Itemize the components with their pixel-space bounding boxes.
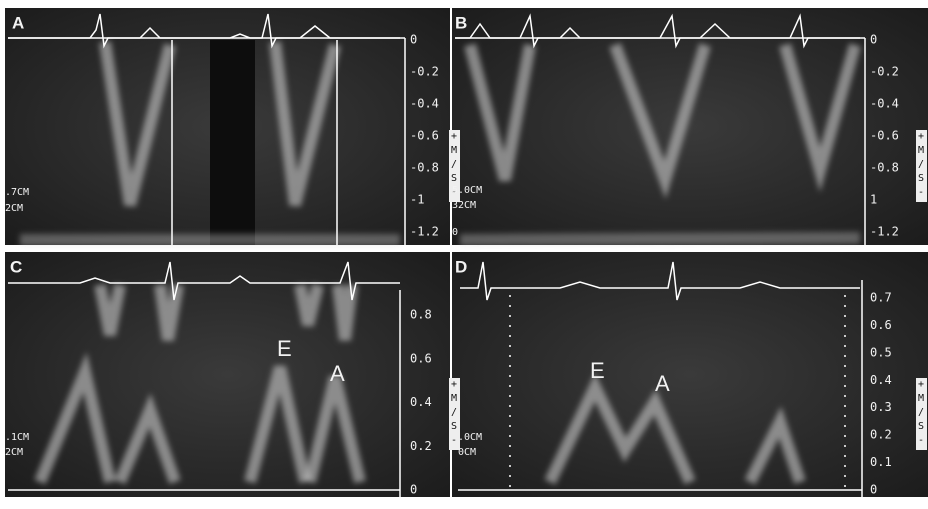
tick-label: 0 <box>870 33 877 47</box>
unit-char: S <box>451 421 457 432</box>
unit-char: S <box>918 421 924 432</box>
unit-char: + <box>918 379 924 390</box>
tick-label: 0 <box>410 483 417 497</box>
panel-label: D <box>455 257 467 276</box>
tick-label: -0.8 <box>870 161 899 175</box>
wave-annotation: A <box>655 371 670 396</box>
unit-char: + <box>451 379 457 390</box>
tick-label: 0.5 <box>870 345 892 359</box>
scan-note: .7CM <box>5 187 29 198</box>
tick-label: -1.2 <box>870 225 899 239</box>
scan-note: .0CM <box>458 432 482 443</box>
tick-label: -0.2 <box>410 65 439 79</box>
unit-char: M <box>918 145 924 156</box>
unit-label: + M / S - <box>918 131 924 198</box>
tick-label: 0.2 <box>410 439 432 453</box>
wave-annotation: E <box>277 336 292 361</box>
scan-note: 5.0CM <box>452 185 482 196</box>
scan-note: 2CM <box>5 447 23 458</box>
tick-label: -0.4 <box>870 97 899 111</box>
unit-char: - <box>918 435 924 446</box>
page: {"panels": [ {"label": "A", "ticks": ["0… <box>0 0 928 505</box>
unit-char: + <box>918 131 924 142</box>
panel-label: C <box>10 257 22 276</box>
unit-char: M <box>451 393 457 404</box>
tick-label: 0.8 <box>410 308 432 322</box>
tick-label: -0.2 <box>870 65 899 79</box>
scan-note: .1CM <box>5 432 29 443</box>
tick-label: -1.2 <box>410 225 439 239</box>
tick-label: 0.2 <box>870 428 892 442</box>
panel-label: B <box>455 13 467 32</box>
panel-bg <box>5 252 450 497</box>
tick-label: 0.1 <box>870 455 892 469</box>
tick-label: -0.6 <box>870 129 899 143</box>
tick-label: 0.6 <box>410 351 432 365</box>
wave-annotation: E <box>590 358 605 383</box>
panel-label: A <box>12 13 24 32</box>
unit-char: M <box>918 393 924 404</box>
wave-annotation: A <box>330 361 345 386</box>
scan-note: 32CM <box>452 200 476 211</box>
unit-char: - <box>451 435 457 446</box>
tick-label: 0 <box>410 33 417 47</box>
scan-note: 2CM <box>5 203 23 214</box>
tick-label: 1 <box>870 193 877 207</box>
tick-label: -0.8 <box>410 161 439 175</box>
unit-char: M <box>451 145 457 156</box>
scan-note: 0CM <box>458 447 476 458</box>
unit-char: / <box>451 159 457 170</box>
tick-label: 0.3 <box>870 400 892 414</box>
unit-char: / <box>451 407 457 418</box>
blank-strip <box>210 40 255 245</box>
tick-label: -1 <box>410 193 424 207</box>
tick-label: 0.6 <box>870 318 892 332</box>
tick-label: 0.7 <box>870 291 892 305</box>
unit-char: / <box>918 159 924 170</box>
figure: A0-0.2-0.4-0.6-0.8-1-1.2+M/S-.7CM2CMB0-0… <box>0 0 928 505</box>
unit-char: / <box>918 407 924 418</box>
panel-bg <box>452 8 928 245</box>
scan-note: 0 <box>452 227 458 238</box>
tick-label: -0.4 <box>410 97 439 111</box>
tick-label: 0 <box>870 483 877 497</box>
unit-label: + M / S - <box>918 379 924 446</box>
unit-char: - <box>918 187 924 198</box>
unit-char: S <box>451 173 457 184</box>
unit-char: + <box>451 131 457 142</box>
unit-char: S <box>918 173 924 184</box>
tick-label: 0.4 <box>410 395 432 409</box>
tick-label: 0.4 <box>870 373 892 387</box>
tick-label: -0.6 <box>410 129 439 143</box>
unit-label: + M / S - <box>451 379 457 446</box>
